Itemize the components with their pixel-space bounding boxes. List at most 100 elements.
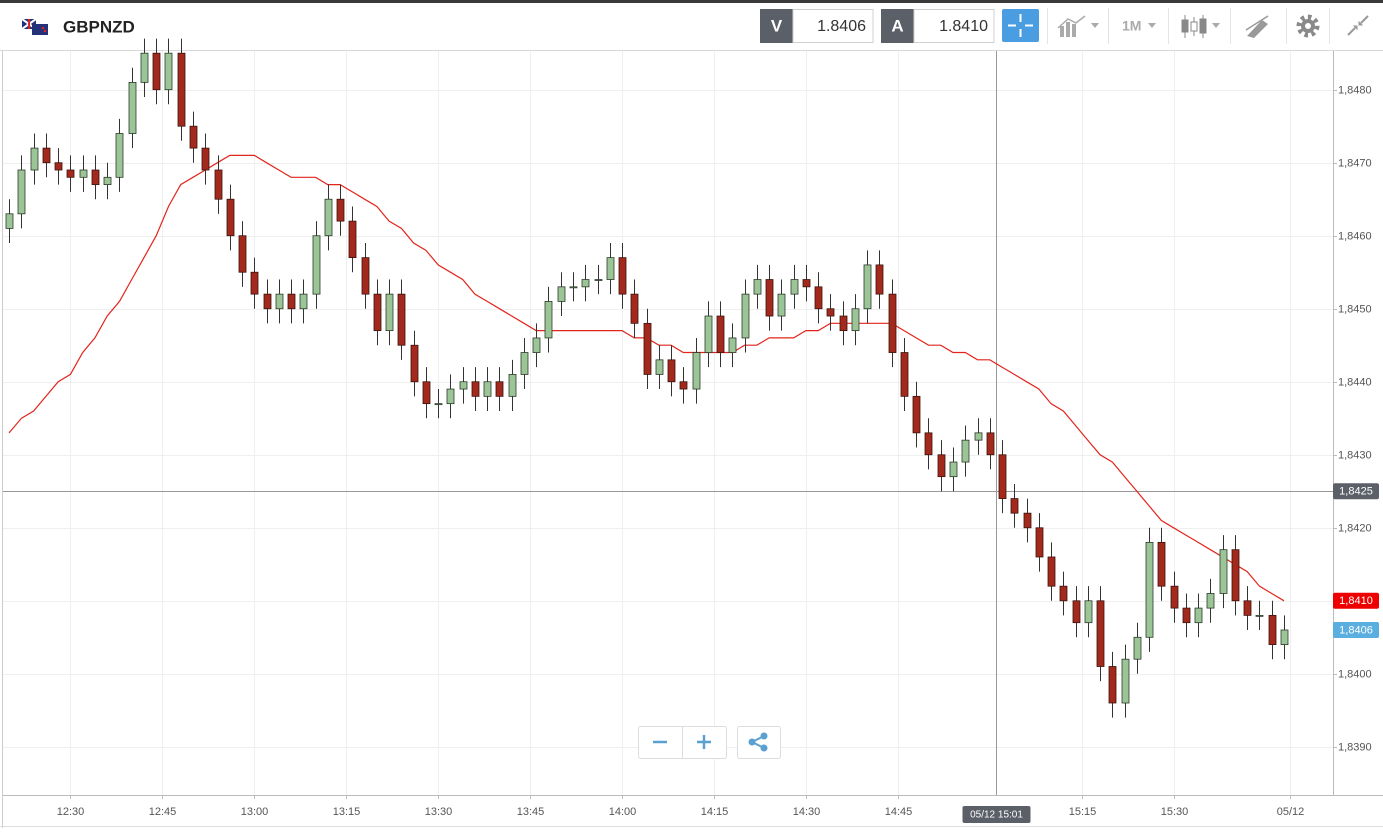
candle-body xyxy=(128,81,137,134)
candle-body xyxy=(974,432,983,441)
candle-body xyxy=(471,381,480,397)
candle-body xyxy=(1145,541,1154,638)
candle-body xyxy=(434,403,443,406)
candle-body xyxy=(704,315,713,353)
ask-label: A xyxy=(891,16,903,35)
settings-button[interactable] xyxy=(1296,14,1320,38)
candle-body xyxy=(238,235,247,273)
x-tick-label: 13:00 xyxy=(241,806,269,818)
candle-body xyxy=(214,169,223,200)
draw-tool-button[interactable] xyxy=(1245,15,1269,38)
candle-body xyxy=(299,293,308,310)
candle-body xyxy=(483,381,492,397)
collapse-button[interactable] xyxy=(1347,15,1369,36)
candle-body xyxy=(1170,585,1179,609)
candle-body xyxy=(692,352,701,390)
candle-body xyxy=(1059,585,1068,602)
candle-body xyxy=(287,293,296,310)
candle-body xyxy=(1096,600,1105,667)
candle-body xyxy=(655,359,664,375)
x-tick-label: 12:45 xyxy=(149,806,177,818)
candle-body xyxy=(606,257,615,280)
y-tick-label: 1,8430 xyxy=(1338,449,1372,461)
candle-body xyxy=(1157,541,1166,587)
candle-body xyxy=(263,293,272,310)
candle-body xyxy=(532,337,541,353)
candle-body xyxy=(103,176,112,186)
candle-body xyxy=(520,352,529,375)
candle-body xyxy=(900,352,909,397)
price-tag xyxy=(1333,483,1379,500)
bid-box xyxy=(792,9,874,43)
candle-body xyxy=(679,381,688,390)
candle-body xyxy=(177,52,186,127)
period: 1M xyxy=(1122,18,1141,34)
crosshair-time-label: 05/12 15:01 xyxy=(970,810,1023,821)
candle-body xyxy=(5,213,14,229)
zoom-in-button[interactable] xyxy=(697,735,711,749)
symbol: GBPNZD xyxy=(63,17,135,36)
y-tick-label: 1,8480 xyxy=(1338,84,1372,96)
candle-body xyxy=(152,52,161,91)
candle-body xyxy=(189,125,198,149)
candle-body xyxy=(422,381,431,405)
x-tick-label: 15:30 xyxy=(1161,806,1189,818)
candle-body xyxy=(140,52,149,83)
candle-body xyxy=(446,388,455,405)
candle-body xyxy=(30,147,39,171)
candle-body xyxy=(495,381,504,397)
x-tick-label: 15:15 xyxy=(1069,806,1097,818)
y-tick-label: 1,8460 xyxy=(1338,230,1372,242)
candle-body xyxy=(1084,600,1093,624)
candle-body xyxy=(998,454,1007,499)
bid-badge xyxy=(760,9,793,43)
candle-body xyxy=(1219,549,1228,594)
candle-body xyxy=(54,162,63,171)
candle-body xyxy=(581,279,590,288)
candle-body xyxy=(924,432,933,456)
candle-body xyxy=(1194,607,1203,624)
candle-body xyxy=(324,198,333,237)
candle-body xyxy=(937,454,946,478)
period-button[interactable]: 1M xyxy=(1122,18,1156,34)
candle-body xyxy=(250,271,259,295)
crosshair-button[interactable] xyxy=(1002,9,1039,42)
bid-price: 1.8406 xyxy=(817,18,866,35)
x-tick-label: 14:45 xyxy=(885,806,913,818)
candle-body xyxy=(1255,614,1264,617)
candle-body xyxy=(312,235,321,295)
candle-body xyxy=(1035,527,1044,558)
candle-body xyxy=(716,315,725,353)
ask-box xyxy=(913,9,995,43)
candle-body xyxy=(802,279,811,288)
candle-body xyxy=(826,308,835,317)
plot: 1,8390 1,8400 1,8410 1,8420 1,8430 1,8440 1,84… xyxy=(0,38,1383,828)
candle-body xyxy=(765,279,774,317)
candle-body xyxy=(594,279,603,281)
x-tick-label: 13:45 xyxy=(517,806,545,818)
price-tag xyxy=(1333,621,1379,638)
price-tag-label: 1,8410 xyxy=(1339,595,1373,607)
candle-body xyxy=(1231,549,1240,602)
candle-body xyxy=(410,344,419,383)
share-button[interactable] xyxy=(737,726,781,759)
candle-body xyxy=(643,322,652,375)
ask-badge xyxy=(881,9,914,43)
candle-body xyxy=(912,395,921,434)
candle-body xyxy=(544,301,553,339)
candle-style-button[interactable] xyxy=(1181,15,1220,38)
x-tick-label: 14:00 xyxy=(609,806,637,818)
candle-body xyxy=(115,133,124,178)
chart-type-button[interactable] xyxy=(1057,15,1099,37)
candle-body xyxy=(42,147,51,164)
candle-body xyxy=(336,198,345,222)
x-tick-label: 14:30 xyxy=(793,806,821,818)
x-tick-label: 13:30 xyxy=(425,806,453,818)
candle-body xyxy=(790,279,799,295)
bid-label: V xyxy=(771,16,783,35)
y-tick-label: 1,8400 xyxy=(1338,668,1372,680)
candle-body xyxy=(385,293,394,332)
crosshair-time-tag xyxy=(962,806,1031,823)
candle-body xyxy=(961,439,970,463)
